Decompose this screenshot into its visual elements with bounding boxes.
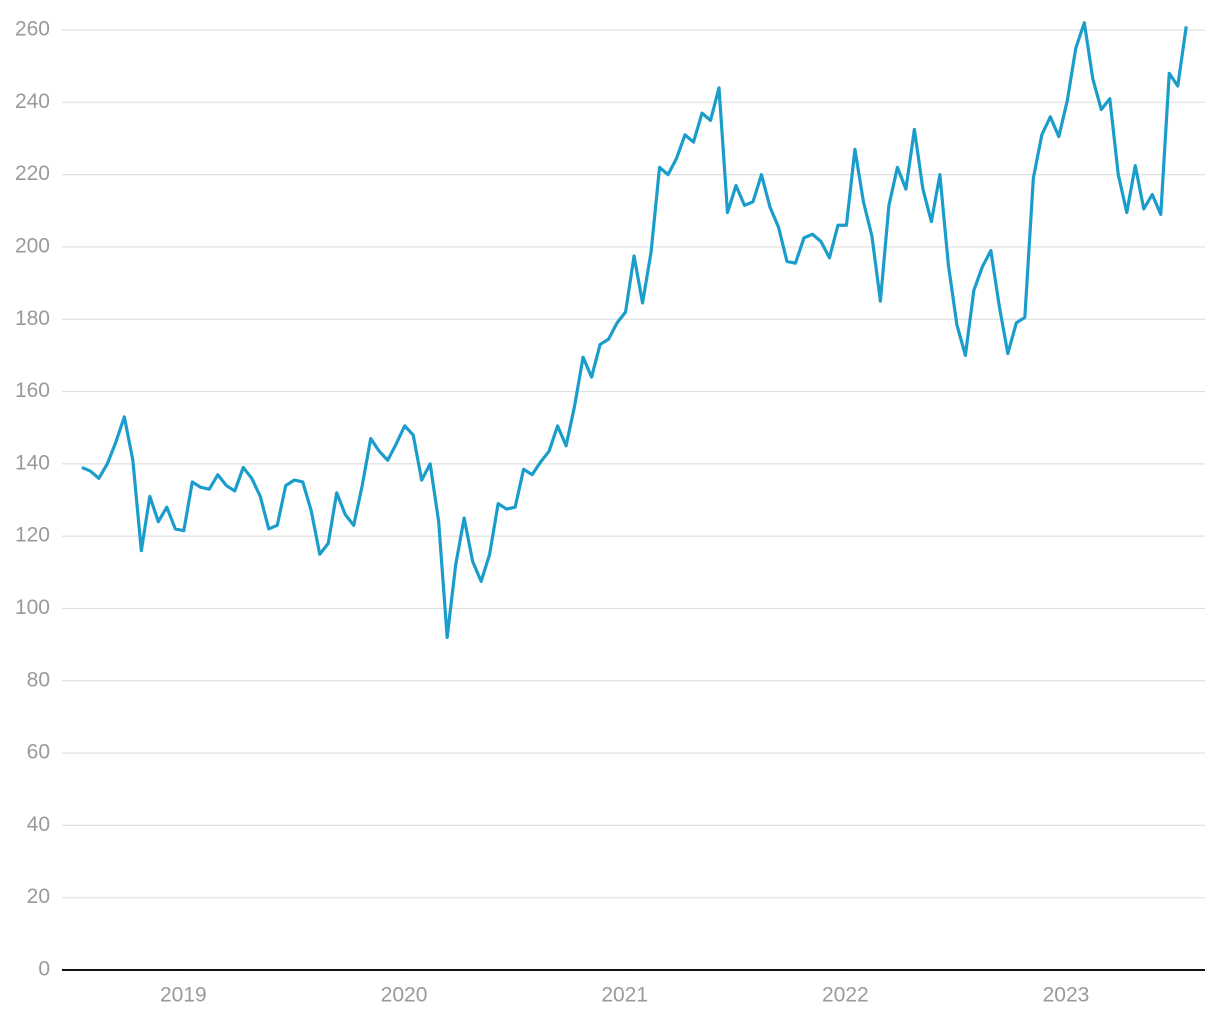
y-tick-label: 0 xyxy=(38,958,50,981)
y-tick-label: 40 xyxy=(27,813,50,836)
y-tick-label: 160 xyxy=(15,379,50,402)
x-tick-label: 2023 xyxy=(1043,984,1090,1007)
x-tick-label: 2019 xyxy=(160,984,207,1007)
y-tick-label: 60 xyxy=(27,741,50,764)
x-tick-label: 2022 xyxy=(822,984,869,1007)
y-tick-label: 20 xyxy=(27,885,50,908)
y-tick-label: 80 xyxy=(27,668,50,691)
data-line xyxy=(81,21,1188,639)
y-tick-label: 240 xyxy=(15,90,50,113)
y-tick-label: 200 xyxy=(15,234,50,257)
y-tick-label: 140 xyxy=(15,451,50,474)
y-tick-label: 180 xyxy=(15,307,50,330)
y-tick-label: 100 xyxy=(15,596,50,619)
x-tick-label: 2020 xyxy=(381,984,428,1007)
x-tick-label: 2021 xyxy=(601,984,648,1007)
y-tick-label: 120 xyxy=(15,524,50,547)
y-tick-label: 260 xyxy=(15,18,50,41)
y-tick-label: 220 xyxy=(15,162,50,185)
